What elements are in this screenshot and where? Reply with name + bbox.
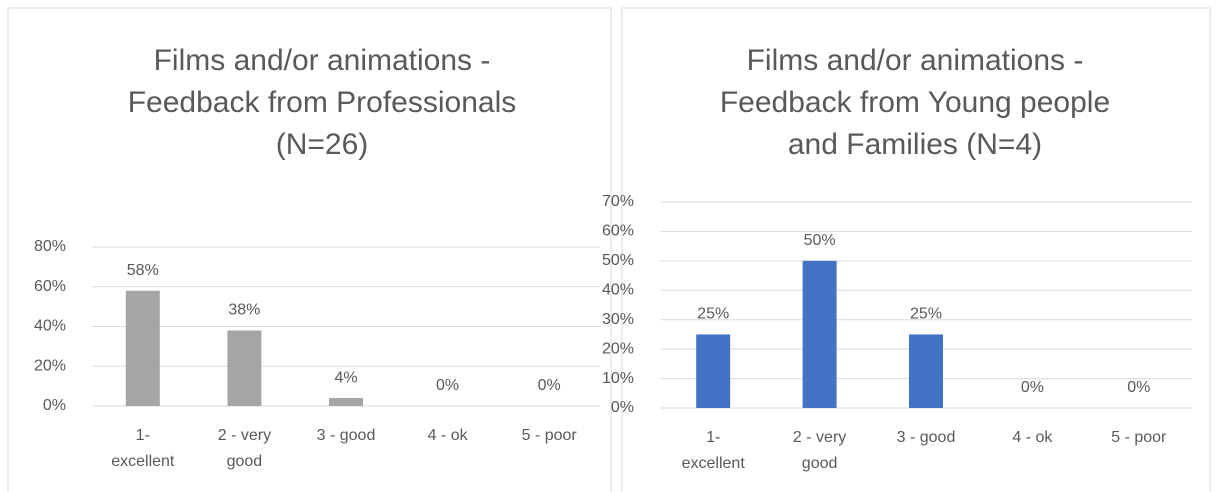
y-tick-label: 70% — [602, 193, 634, 210]
y-tick-label: 80% — [34, 238, 66, 255]
chart-title: (N=26) — [276, 128, 369, 161]
x-tick-label: 1- excellent — [681, 429, 745, 472]
x-tick-label: 5 - poor — [521, 427, 577, 444]
chart-title: Feedback from Young people — [720, 86, 1110, 119]
chart-title: Films and/or animations - — [747, 44, 1084, 77]
y-tick-label: 30% — [602, 311, 634, 328]
data-label: 25% — [697, 306, 729, 323]
x-tick-label: 5 - poor — [1111, 429, 1167, 446]
bar — [329, 398, 363, 406]
x-tick-label: 3 - good — [316, 427, 376, 444]
x-tick-label: 3 - good — [896, 429, 956, 446]
bar — [227, 330, 262, 406]
x-tick-label: 2 - very good — [792, 429, 847, 472]
chart-title: and Families (N=4) — [788, 128, 1042, 161]
y-tick-label: 40% — [602, 282, 634, 299]
bar — [696, 334, 731, 408]
x-tick-label: 1- excellent — [111, 427, 175, 470]
bar — [802, 260, 837, 408]
y-tick-label: 20% — [34, 357, 66, 374]
data-label: 0% — [1127, 379, 1150, 396]
y-tick-label: 60% — [602, 223, 634, 240]
data-label: 0% — [1021, 379, 1044, 396]
panel — [621, 7, 1211, 492]
panel — [7, 7, 612, 492]
chart-title: Feedback from Professionals — [128, 86, 517, 119]
y-tick-label: 0% — [43, 397, 66, 414]
data-label: 50% — [804, 232, 836, 249]
y-tick-label: 50% — [602, 252, 634, 269]
y-tick-label: 20% — [602, 340, 634, 357]
data-label: 0% — [436, 377, 459, 394]
bar — [909, 334, 943, 408]
y-tick-label: 10% — [602, 370, 634, 387]
chart-title: Films and/or animations - — [154, 44, 491, 77]
bar — [125, 290, 160, 406]
data-label: 25% — [910, 306, 942, 323]
data-label: 38% — [228, 302, 260, 319]
y-tick-label: 60% — [34, 278, 66, 295]
y-tick-label: 0% — [611, 399, 634, 416]
x-tick-label: 4 - ok — [1012, 429, 1053, 446]
data-label: 4% — [334, 369, 357, 386]
data-label: 58% — [127, 262, 159, 279]
x-tick-label: 2 - very good — [217, 427, 272, 470]
x-tick-label: 4 - ok — [427, 427, 468, 444]
y-tick-label: 40% — [34, 318, 66, 335]
data-label: 0% — [538, 377, 561, 394]
